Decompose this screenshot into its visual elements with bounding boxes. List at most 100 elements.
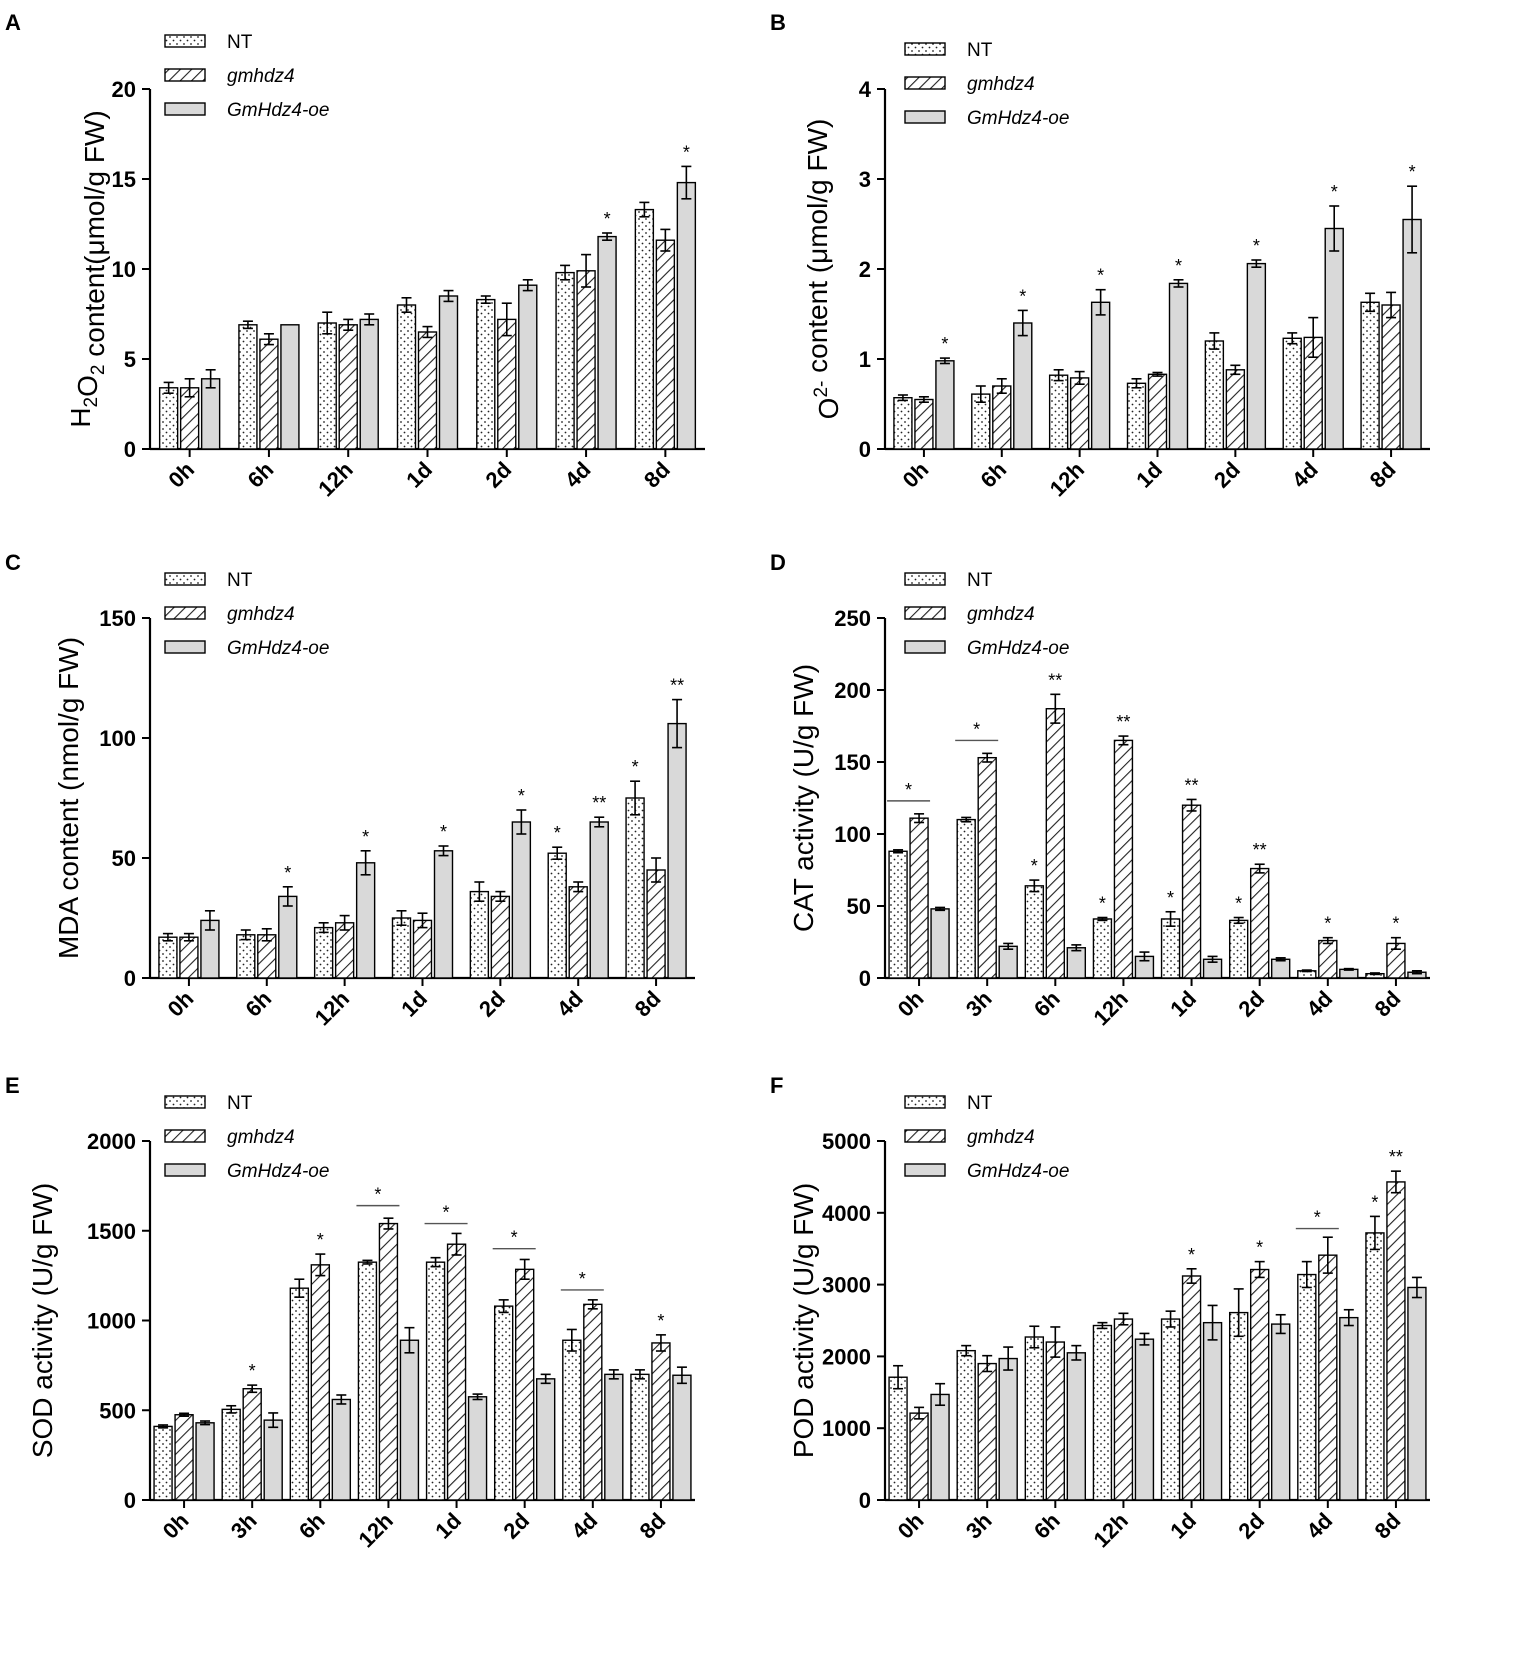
significance-marker: * xyxy=(657,1311,664,1331)
significance-marker: * xyxy=(1371,1192,1378,1212)
y-tick-label: 0 xyxy=(124,1488,136,1513)
significance-marker: * xyxy=(1167,888,1174,908)
legend-swatch-gmhdz4 xyxy=(904,76,946,90)
bar-gmhdz4-1d xyxy=(412,919,433,979)
y-tick-label: 200 xyxy=(834,678,871,703)
x-tick-label-1d: 1d xyxy=(1165,1508,1201,1544)
chart-panel-a: A H2O2 content(μmol/g FW) 0 5 10 15 20 0h 6h 12h 1… xyxy=(5,10,705,501)
significance-marker: ** xyxy=(592,793,606,813)
bar-gmhdz4-oe-0h xyxy=(930,908,950,979)
bar-gmhdz4-3h xyxy=(242,1388,262,1501)
bar-nt-8d xyxy=(630,1373,650,1501)
bar-nt-2d xyxy=(469,890,490,979)
chart-panel-b: B O2- content (μmol/g FW) 0 1 2 3 4 0h 6h 12h 1d 2d… xyxy=(770,10,1430,501)
bar-gmhdz4-oe-0h xyxy=(200,378,221,450)
bar-nt-4d xyxy=(1297,1273,1317,1501)
legend-swatch-nt xyxy=(164,1095,206,1109)
bar-gmhdz4-oe-4d xyxy=(597,235,617,450)
legend-label-nt: NT xyxy=(227,1093,253,1114)
y-tick-label: 0 xyxy=(859,1488,871,1513)
bar-nt-6h xyxy=(289,1287,310,1501)
significance-marker: * xyxy=(941,334,948,354)
bar-gmhdz4-oe-2d xyxy=(518,284,538,450)
x-tick-label-6h: 6h xyxy=(1029,1508,1065,1544)
legend-swatch-gmhdz4 xyxy=(164,1129,206,1143)
significance-marker: * xyxy=(317,1230,324,1250)
significance-marker: * xyxy=(1392,914,1399,934)
x-tick-label-1d: 1d xyxy=(396,986,432,1022)
bar-gmhdz4-6h xyxy=(310,1264,331,1501)
significance-marker: * xyxy=(362,827,369,847)
bar-gmhdz4-6h xyxy=(1045,1341,1066,1501)
significance-marker: * xyxy=(1175,256,1182,276)
bar-nt-8d xyxy=(1365,1232,1385,1501)
y-tick-label: 2 xyxy=(859,257,871,282)
significance-marker: ** xyxy=(1048,670,1062,690)
x-tick-label-8d: 8d xyxy=(635,1508,671,1544)
bar-gmhdz4-oe-6h xyxy=(1066,1352,1087,1501)
x-tick-label-0h: 0h xyxy=(893,986,929,1022)
legend-swatch-nt xyxy=(904,572,946,586)
bar-gmhdz4-oe-0h xyxy=(935,360,955,450)
bar-nt-0h xyxy=(158,936,178,979)
x-tick-label-6h: 6h xyxy=(243,457,279,493)
y-tick-label: 5000 xyxy=(822,1129,871,1154)
chart-panel-c: C MDA content (nmol/g FW) 0 50 100 150 0h 6h 12h… xyxy=(5,550,695,1030)
bar-nt-2d xyxy=(1228,1311,1249,1501)
y-axis-label: CAT activity (U/g FW) xyxy=(788,664,819,932)
legend-swatch-gmhdz4-oe xyxy=(904,1163,946,1177)
bar-gmhdz4-oe-8d xyxy=(672,1374,692,1501)
bracket-significance-marker: * xyxy=(374,1185,381,1205)
significance-marker: * xyxy=(632,757,639,777)
bar-gmhdz4-oe-3h xyxy=(263,1419,283,1501)
legend-swatch-nt xyxy=(904,1095,946,1109)
bar-gmhdz4-12h xyxy=(378,1222,399,1501)
bar-nt-2d xyxy=(1228,919,1249,979)
bar-nt-0h xyxy=(888,850,908,979)
x-tick-label-4d: 4d xyxy=(1302,1508,1338,1544)
bar-gmhdz4-oe-4d xyxy=(1339,1316,1359,1501)
bar-nt-6h xyxy=(236,934,256,979)
bar-gmhdz4-oe-4d xyxy=(1324,227,1344,450)
y-tick-label: 0 xyxy=(859,966,871,991)
bar-nt-2d xyxy=(493,1305,514,1501)
legend-swatch-gmhdz4 xyxy=(164,606,206,620)
legend-swatch-nt xyxy=(904,42,946,56)
bar-nt-0h xyxy=(153,1425,173,1501)
bar-nt-4d xyxy=(547,852,567,979)
chart-panel-d: D CAT activity (U/g FW) 0 50 100 150 200 250 0h 3… xyxy=(770,550,1430,1030)
bar-gmhdz4-oe-12h xyxy=(359,318,379,450)
bar-gmhdz4-oe-6h xyxy=(1013,322,1033,450)
bar-gmhdz4-oe-8d xyxy=(667,722,687,979)
legend-swatch-nt xyxy=(164,34,206,48)
legend-swatch-gmhdz4-oe xyxy=(164,640,206,654)
bar-gmhdz4-oe-4d xyxy=(589,821,609,979)
significance-marker: * xyxy=(440,822,447,842)
significance-marker: ** xyxy=(1253,840,1267,860)
bar-nt-1d xyxy=(396,304,417,450)
chart-panel-f: F POD activity (U/g FW) 0 1000 2000 3000 4000 5… xyxy=(770,1073,1430,1552)
y-tick-label: 150 xyxy=(99,606,136,631)
bar-gmhdz4-12h xyxy=(1069,377,1090,450)
bar-gmhdz4-6h xyxy=(992,385,1012,450)
x-tick-label-0h: 0h xyxy=(163,457,199,493)
panel-letter: A xyxy=(5,10,21,35)
bar-gmhdz4-1d xyxy=(417,331,438,450)
panel-letter: F xyxy=(770,1073,783,1098)
x-tick-label-1d: 1d xyxy=(1131,457,1167,493)
bar-gmhdz4-8d xyxy=(1381,304,1401,450)
x-tick-label-1d: 1d xyxy=(430,1508,466,1544)
significance-marker: * xyxy=(284,863,291,883)
significance-marker: * xyxy=(1097,266,1104,286)
bar-gmhdz4-0h xyxy=(914,398,934,450)
bar-gmhdz4-2d xyxy=(1225,369,1246,450)
x-tick-label-6h: 6h xyxy=(294,1508,330,1544)
bracket-significance-marker: * xyxy=(905,780,912,800)
legend-label-gmhdz4-oe: GmHdz4-oe xyxy=(227,1161,329,1182)
bar-gmhdz4-1d xyxy=(1147,373,1168,450)
significance-marker: * xyxy=(249,1361,256,1381)
bar-gmhdz4-oe-12h xyxy=(399,1339,420,1501)
bar-nt-3h xyxy=(956,818,976,979)
bar-gmhdz4-oe-1d xyxy=(1168,282,1189,450)
